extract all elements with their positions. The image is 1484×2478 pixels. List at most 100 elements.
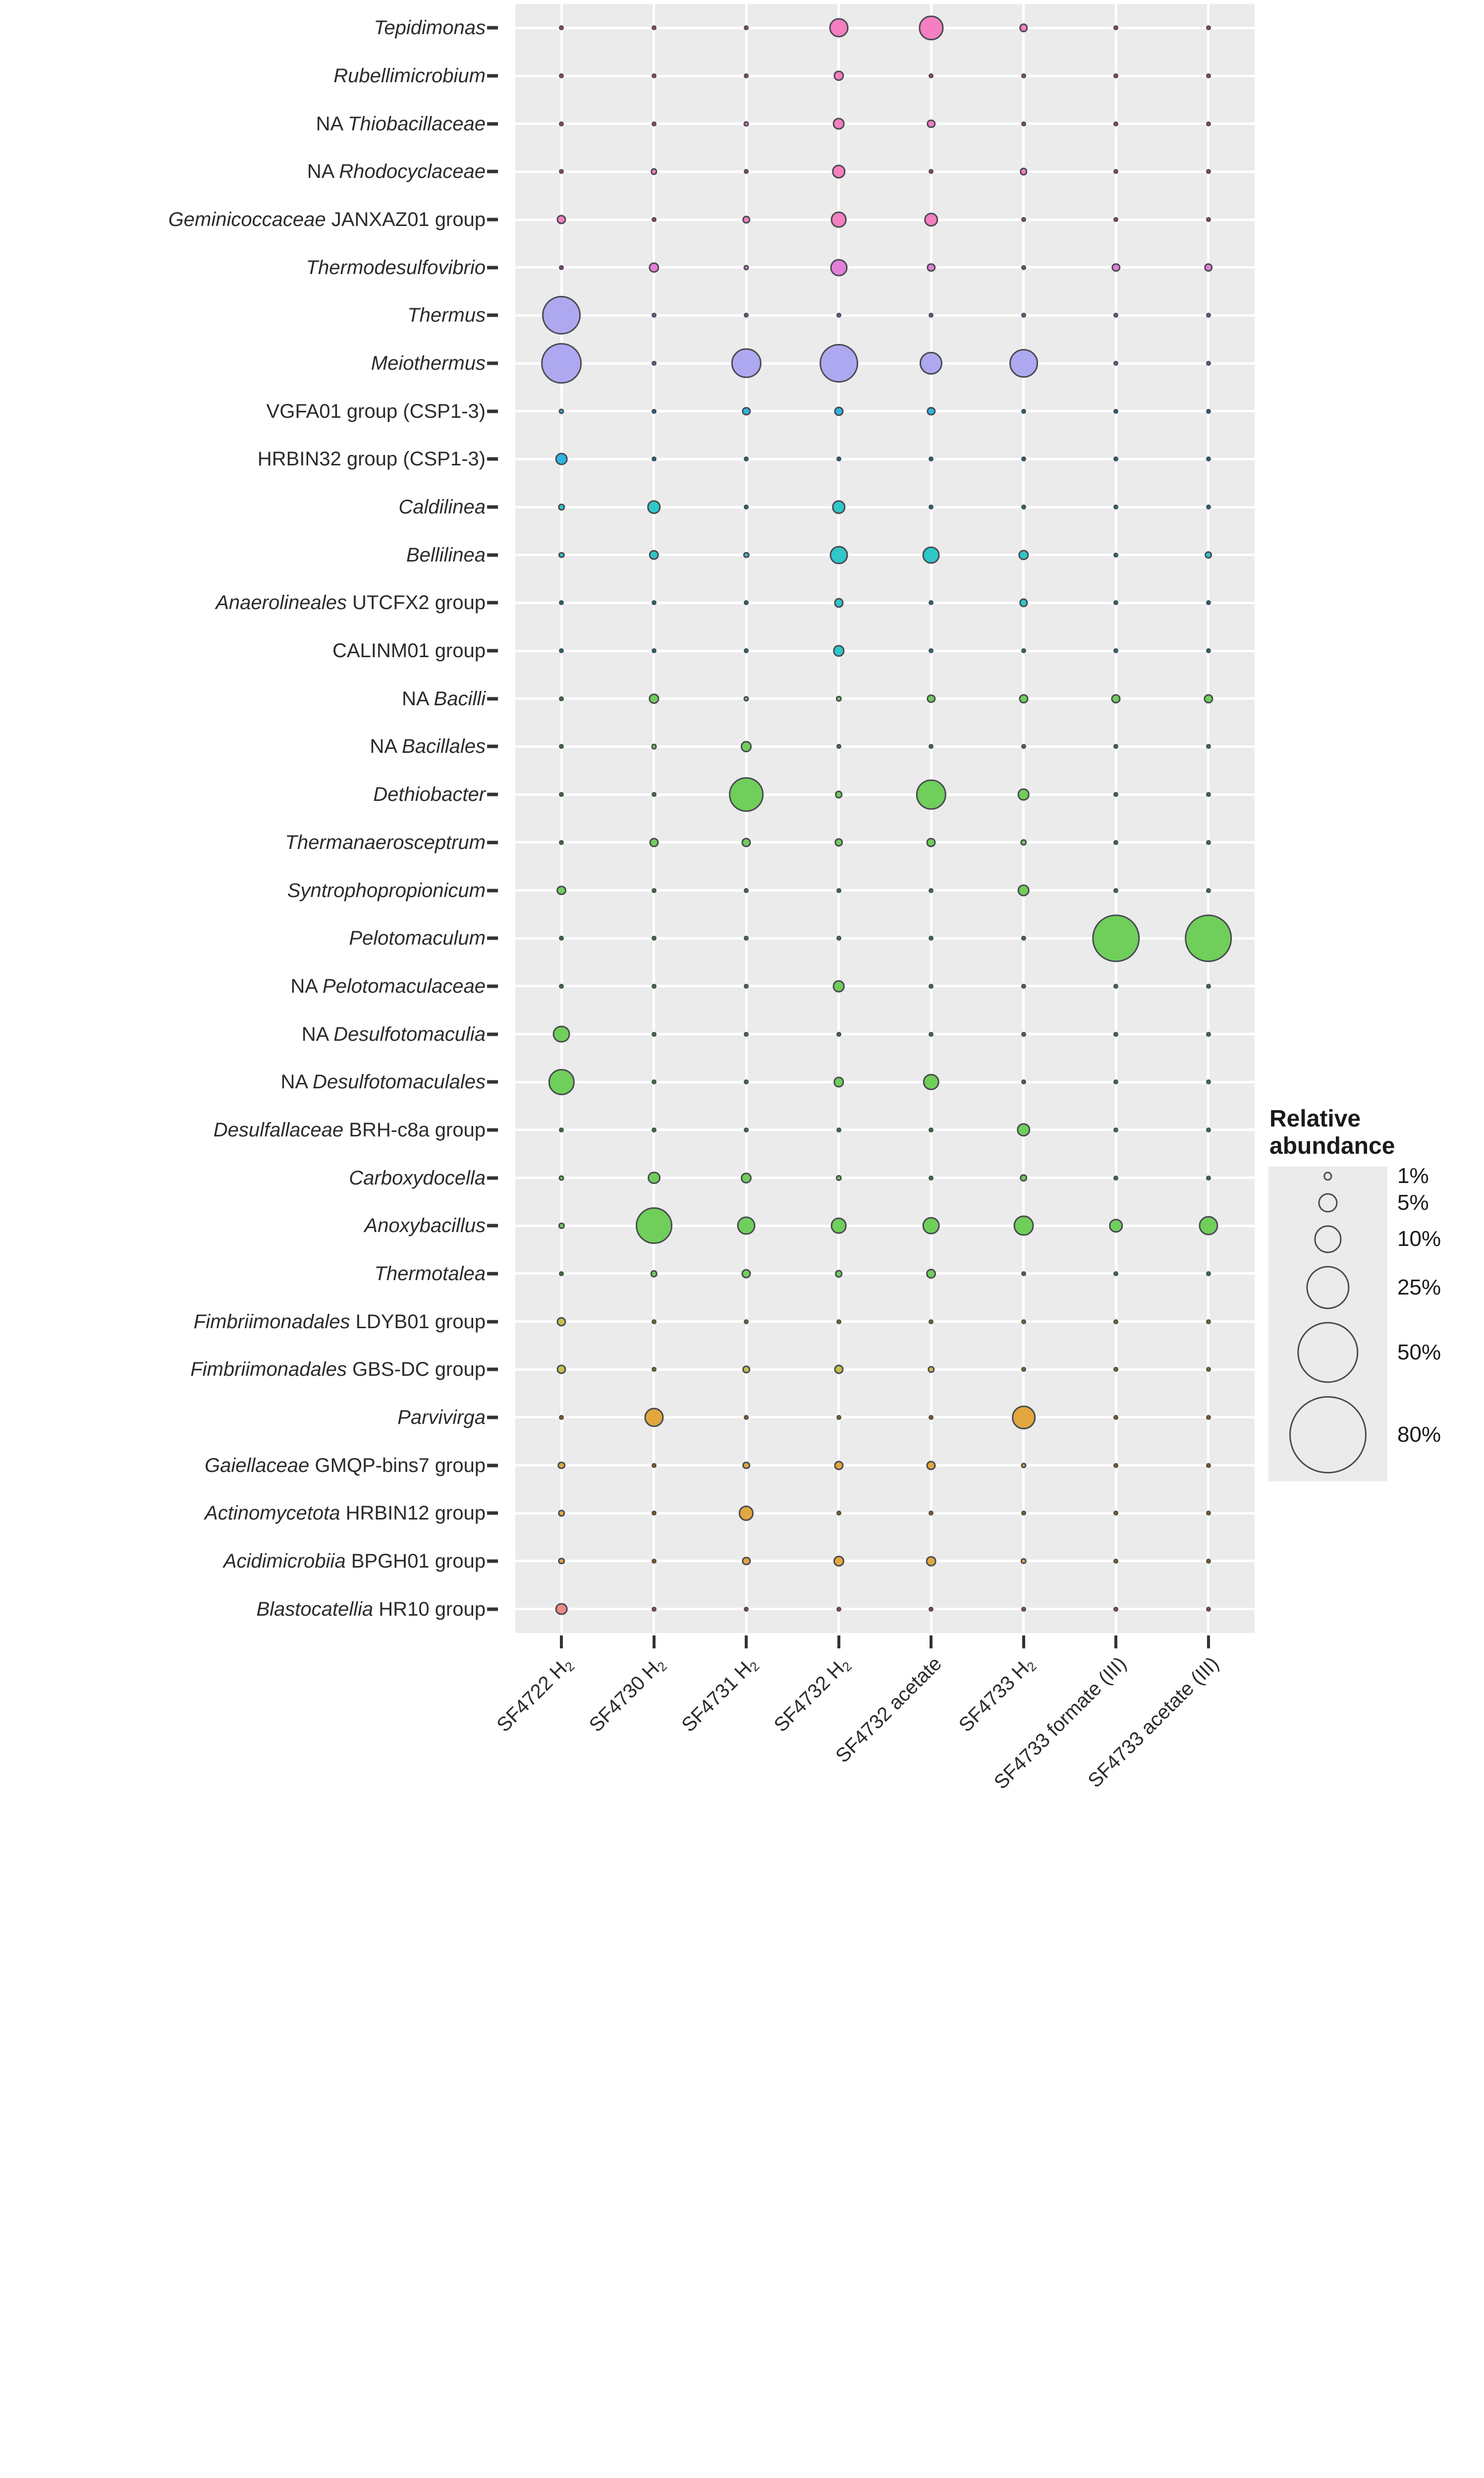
bubble-point — [919, 15, 943, 40]
gridline-horizontal — [515, 985, 1255, 988]
bubble-point — [929, 1175, 934, 1181]
y-axis-tick-mark — [487, 1032, 498, 1036]
bubble-point — [1109, 1219, 1123, 1233]
y-axis-tick-label: NA Bacilli — [402, 687, 486, 710]
bubble-point — [558, 1510, 565, 1517]
bubble-point — [549, 1069, 575, 1095]
bubble-point — [1113, 408, 1119, 414]
gridline-vertical — [837, 4, 840, 1633]
y-axis-tick-label: VGFA01 group (CSP1-3) — [266, 400, 486, 422]
bubble-point — [1113, 648, 1119, 654]
bubble-point — [832, 117, 845, 130]
y-axis-tick-label: NA Thiobacillaceae — [316, 113, 486, 135]
bubble-point — [651, 1031, 657, 1037]
bubble-point — [1206, 1127, 1211, 1132]
bubble-point — [1113, 792, 1119, 797]
legend-size-label: 10% — [1397, 1227, 1441, 1251]
bubble-point — [650, 1270, 658, 1278]
bubble-point — [1206, 1271, 1211, 1276]
bubble-point — [929, 1511, 934, 1516]
gridline-horizontal — [515, 649, 1255, 652]
gridline-horizontal — [515, 937, 1255, 940]
bubble-point — [835, 1175, 842, 1181]
y-axis-labels: Tepidimonas Rubellimicrobium NA Thiobacill… — [0, 0, 500, 1836]
x-axis-tick-mark — [1207, 1635, 1210, 1648]
bubble-point — [1021, 1463, 1027, 1468]
y-axis-tick-label: Thermus — [407, 304, 486, 327]
y-axis-tick-mark — [487, 409, 498, 413]
y-axis-tick-mark — [487, 26, 498, 30]
y-axis-tick-label: Syntrophopropionicum — [287, 879, 486, 901]
bubble-point — [929, 313, 934, 318]
bubble-point — [651, 743, 657, 749]
bubble-point — [744, 888, 749, 893]
bubble-point — [1011, 1406, 1036, 1429]
bubble-point — [926, 1268, 936, 1279]
bubble-point — [926, 838, 936, 847]
bubble-point — [651, 600, 657, 606]
y-axis-tick-label: Pelotomaculum — [349, 927, 486, 950]
bubble-point — [836, 456, 841, 462]
bubble-point — [928, 1366, 934, 1373]
bubble-point — [1113, 1319, 1119, 1324]
bubble-point — [744, 1127, 749, 1132]
bubble-point — [1021, 408, 1026, 414]
legend-size-circle — [1314, 1225, 1342, 1253]
bubble-point — [649, 262, 660, 273]
bubble-point — [1206, 1319, 1211, 1324]
bubble-point — [743, 696, 749, 702]
x-axis-tick-mark — [1114, 1635, 1118, 1648]
bubble-point — [1206, 1558, 1211, 1564]
bubble-point — [1019, 1174, 1028, 1182]
bubble-point — [1113, 983, 1119, 989]
bubble-point — [836, 1127, 841, 1132]
y-axis-tick-label: Desulfallaceae BRH-c8a group — [213, 1119, 486, 1141]
y-axis-tick-mark — [487, 1272, 498, 1276]
y-axis-tick-label: NA Bacillales — [370, 735, 486, 758]
bubble-point — [1113, 1031, 1119, 1037]
bubble-point — [558, 1175, 564, 1181]
bubble-point — [1113, 1127, 1119, 1132]
bubble-point — [741, 1269, 751, 1279]
bubble-point — [1206, 456, 1211, 462]
y-axis-tick-mark — [487, 1511, 498, 1515]
bubble-point — [833, 1076, 844, 1087]
x-axis-tick-mark — [930, 1635, 933, 1648]
bubble-point — [744, 600, 749, 606]
y-axis-tick-mark — [487, 984, 498, 988]
y-axis-tick-mark — [487, 1559, 498, 1563]
bubble-point — [836, 744, 841, 749]
bubble-point — [1206, 792, 1211, 797]
bubble-point — [929, 169, 934, 174]
y-axis-tick-mark — [487, 266, 498, 270]
bubble-point — [1113, 456, 1119, 462]
bubble-point — [1184, 914, 1232, 962]
bubble-point — [929, 1606, 934, 1612]
bubble-point — [929, 888, 934, 893]
bubble-point — [555, 453, 568, 465]
bubble-point — [559, 169, 564, 174]
bubble-point — [649, 693, 660, 704]
y-axis-tick-mark — [487, 1080, 498, 1084]
bubble-point — [832, 980, 845, 993]
gridline-horizontal — [515, 889, 1255, 892]
bubble-point — [927, 694, 935, 703]
bubble-point — [831, 165, 846, 179]
bubble-point — [556, 1364, 566, 1374]
bubble-point — [559, 1127, 564, 1132]
bubble-point — [830, 1217, 847, 1234]
bubble-point — [1206, 1367, 1211, 1372]
bubble-point — [1018, 550, 1029, 561]
y-axis-tick-label: Carboxydocella — [349, 1167, 486, 1189]
bubble-point — [651, 1079, 657, 1085]
bubble-point — [741, 741, 752, 752]
bubble-point — [742, 216, 751, 224]
bubble-point — [742, 1557, 751, 1566]
bubble-point — [1016, 1123, 1031, 1137]
bubble-point — [558, 504, 565, 510]
bubble-point — [1021, 1511, 1026, 1516]
bubble-point — [559, 792, 564, 797]
y-axis-tick-label: Caldilinea — [398, 496, 486, 518]
bubble-point — [651, 1463, 657, 1468]
legend-size-label: 1% — [1397, 1164, 1429, 1188]
